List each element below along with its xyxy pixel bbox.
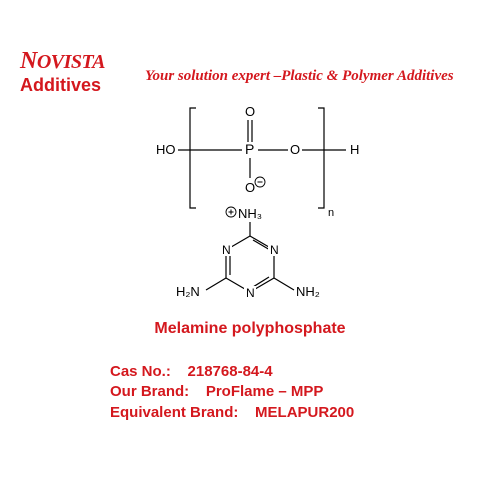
bond-nh2-right <box>274 278 294 290</box>
label-N-bottom: N <box>246 286 255 300</box>
triazine-ring <box>226 236 274 292</box>
cas-row: Cas No.: 218768-84-4 <box>110 362 354 382</box>
bracket-right <box>318 108 324 208</box>
compound-info-block: Cas No.: 218768-84-4 Our Brand: ProFlame… <box>110 362 354 423</box>
our-brand-value: ProFlame – MPP <box>206 382 324 402</box>
logo-novista: NOVISTA <box>20 48 105 75</box>
label-P: P <box>245 141 254 157</box>
cas-label: Cas No.: <box>110 362 171 382</box>
label-O-top: O <box>245 104 255 119</box>
compound-name: Melamine polyphosphate <box>0 320 500 338</box>
label-O-right: O <box>290 142 300 157</box>
our-brand-label: Our Brand: <box>110 382 189 402</box>
label-NH2-right: NH₂ <box>296 284 320 299</box>
logo-subtitle: Additives <box>20 75 105 96</box>
bracket-left <box>190 108 196 208</box>
label-NH2-left: H₂N <box>176 284 200 299</box>
equiv-brand-row: Equivalent Brand: MELAPUR200 <box>110 403 354 423</box>
brand-logo-block: NOVISTA Additives <box>20 48 105 96</box>
equiv-label: Equivalent Brand: <box>110 403 238 423</box>
label-N-ur: N <box>270 243 279 257</box>
equiv-value: MELAPUR200 <box>255 403 354 423</box>
label-O-minus: O <box>245 180 255 195</box>
chemical-structure-diagram: n HO P O H O O NH₃ N N N N NH₂ H <box>150 100 370 310</box>
label-HO: HO <box>156 142 176 157</box>
label-NH3: NH₃ <box>238 206 262 221</box>
cas-value: 218768-84-4 <box>188 362 273 382</box>
our-brand-row: Our Brand: ProFlame – MPP <box>110 382 354 402</box>
logo-text-rest: OVISTA <box>37 51 105 73</box>
label-N-ul: N <box>222 243 231 257</box>
polymer-n-subscript: n <box>328 207 334 219</box>
bond-nh2-left <box>206 278 226 290</box>
tagline: Your solution expert –Plastic & Polymer … <box>145 68 454 85</box>
label-H-right: H <box>350 142 359 157</box>
